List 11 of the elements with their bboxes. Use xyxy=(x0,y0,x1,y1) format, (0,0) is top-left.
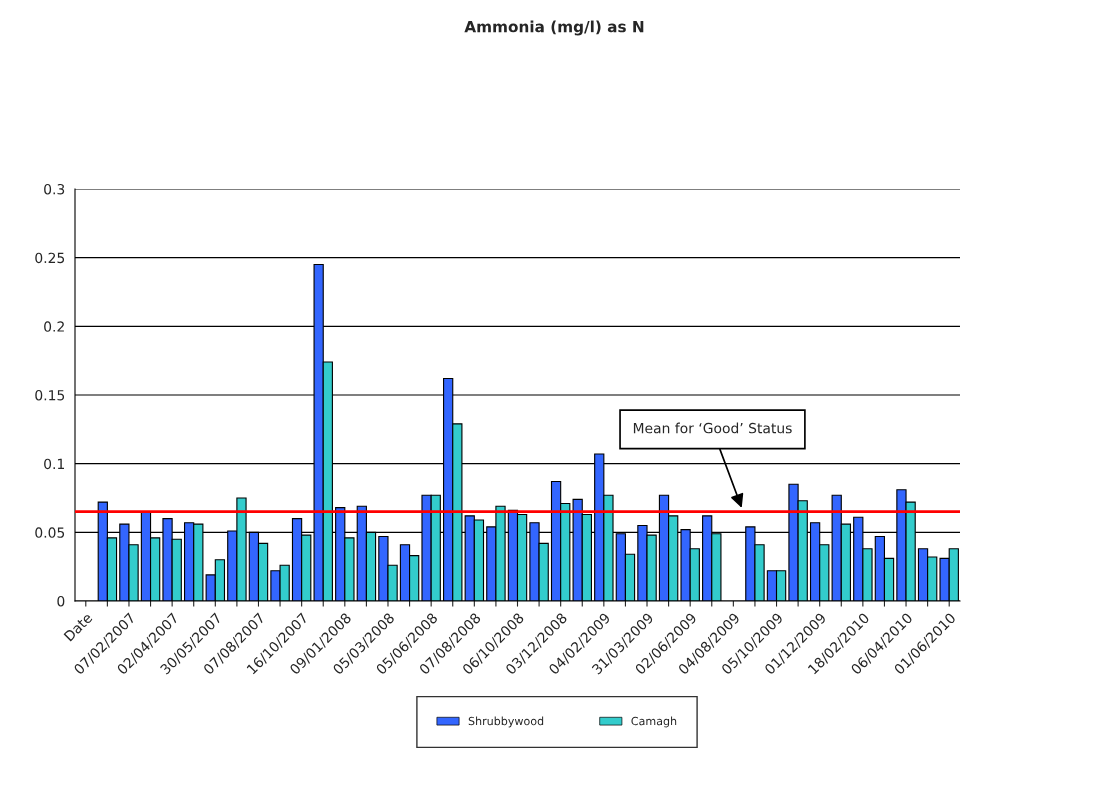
chart-title: Ammonia (mg/l) as N xyxy=(464,20,644,36)
legend-label: Shrubbywood xyxy=(468,716,544,728)
y-tick-label: 0 xyxy=(57,595,65,607)
y-tick-label: 0.1 xyxy=(44,458,64,470)
y-tick-label: 0.3 xyxy=(44,183,65,195)
ref-line-label: Mean for ‘Good’ Status xyxy=(633,422,792,434)
y-tick-label: 0.05 xyxy=(35,527,65,538)
legend-label: Camagh xyxy=(631,716,677,728)
y-tick-label: 0.25 xyxy=(35,252,65,264)
y-tick-label: 0.2 xyxy=(44,321,64,332)
y-tick-label: 0.15 xyxy=(35,389,65,401)
